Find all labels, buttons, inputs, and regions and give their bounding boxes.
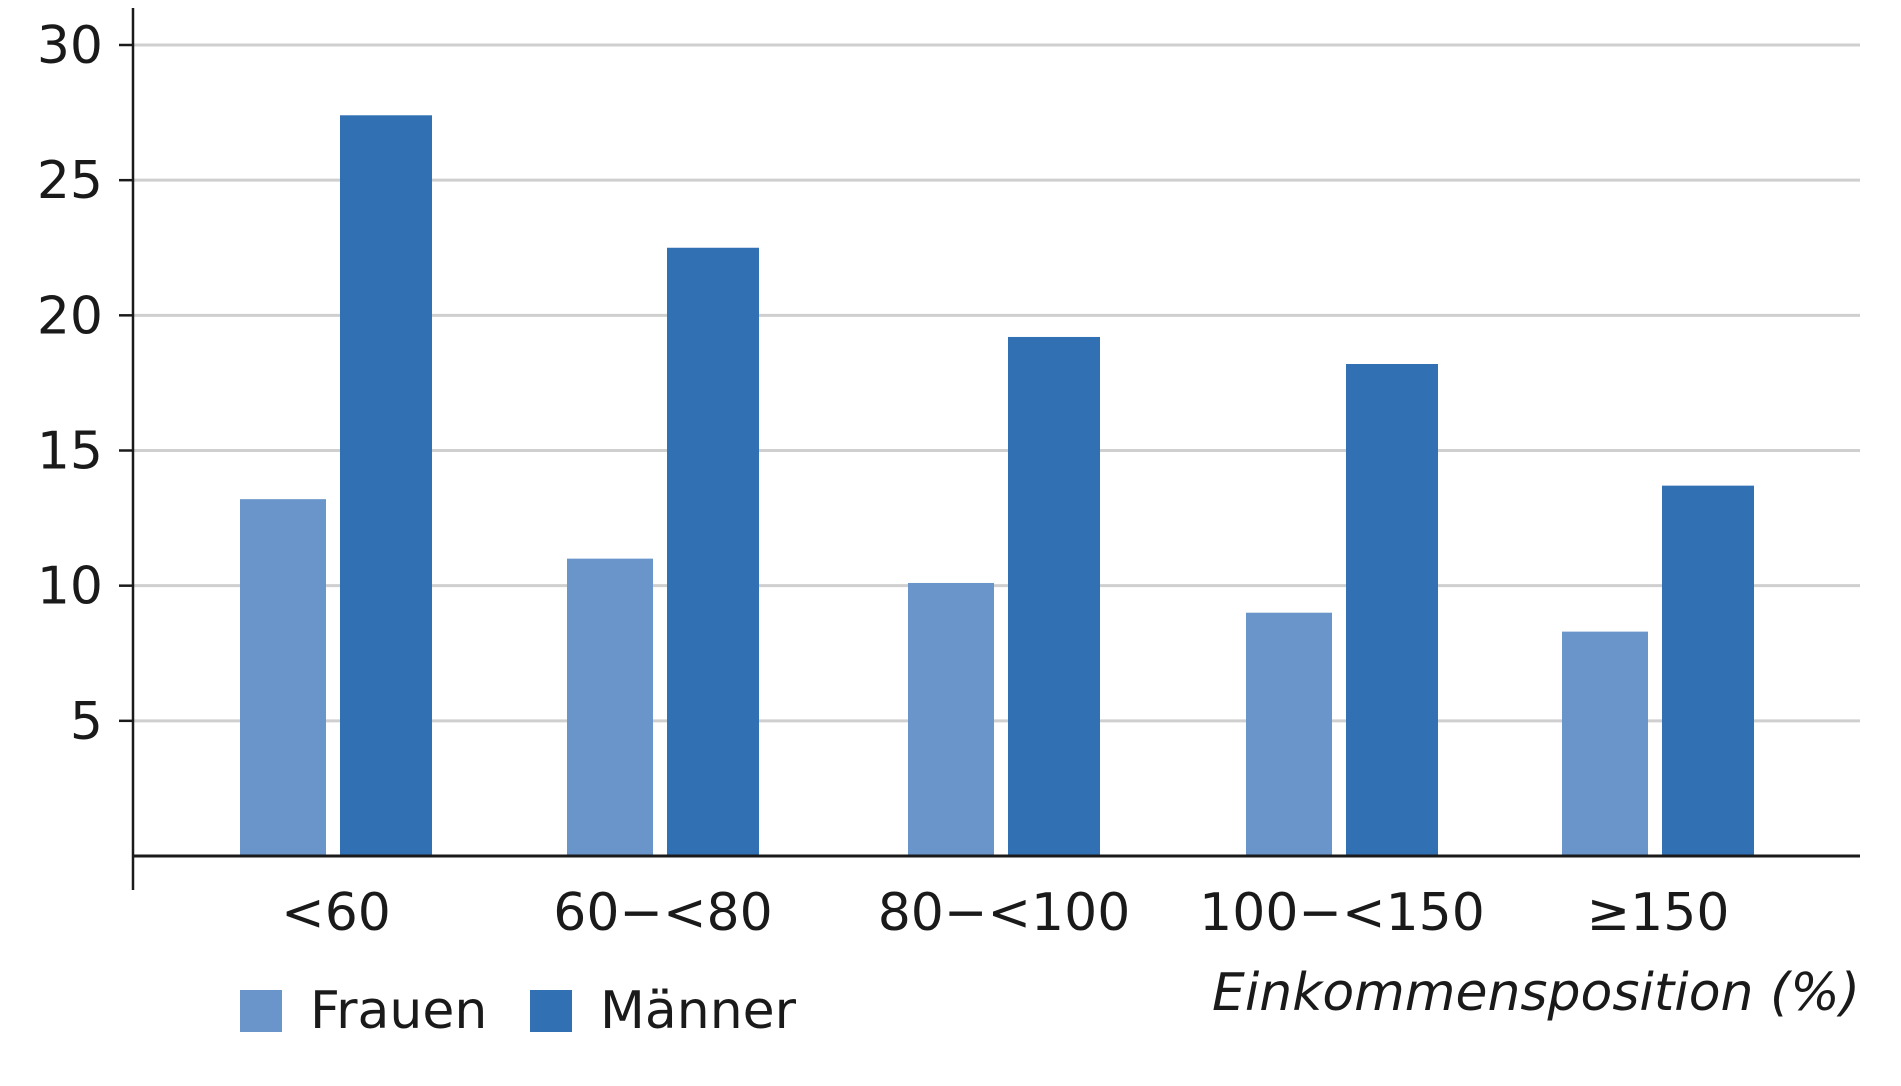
bar-maenner: [1662, 485, 1754, 856]
axes: [131, 8, 1860, 890]
x-axis-label: Einkommensposition (%): [1212, 963, 1860, 1023]
y-tick-label: 20: [37, 286, 103, 346]
bars: [240, 115, 1754, 857]
x-category-label: ≥150: [1587, 883, 1730, 943]
legend-swatch-frauen: [240, 990, 282, 1032]
x-category-label: 80−<100: [878, 883, 1131, 943]
bar-frauen: [908, 582, 994, 856]
legend: Frauen Männer: [240, 981, 797, 1041]
y-tick-label: 5: [70, 692, 103, 752]
y-tick-label: 10: [37, 557, 103, 617]
bar-frauen: [567, 558, 653, 856]
bar-frauen: [1246, 612, 1332, 856]
bar-maenner: [1008, 336, 1100, 857]
legend-label-maenner: Männer: [600, 981, 797, 1041]
y-tick-label: 30: [37, 16, 103, 76]
y-axis-ticks: 5 10 15 20 25 30: [37, 16, 133, 752]
bar-maenner: [1346, 363, 1438, 856]
x-category-label: 60−<80: [553, 883, 772, 943]
legend-label-frauen: Frauen: [310, 981, 487, 1041]
bar-maenner: [667, 247, 759, 856]
bar-maenner: [340, 115, 432, 856]
bar-frauen: [1562, 631, 1648, 856]
y-tick-label: 25: [37, 151, 103, 211]
x-axis-categories: <60 60−<80 80−<100 100−<150 ≥150: [281, 883, 1729, 943]
bar-frauen: [240, 499, 326, 856]
x-category-label: <60: [281, 883, 391, 943]
y-tick-label: 15: [37, 422, 103, 482]
legend-swatch-maenner: [530, 990, 572, 1032]
x-category-label: 100−<150: [1199, 883, 1485, 943]
